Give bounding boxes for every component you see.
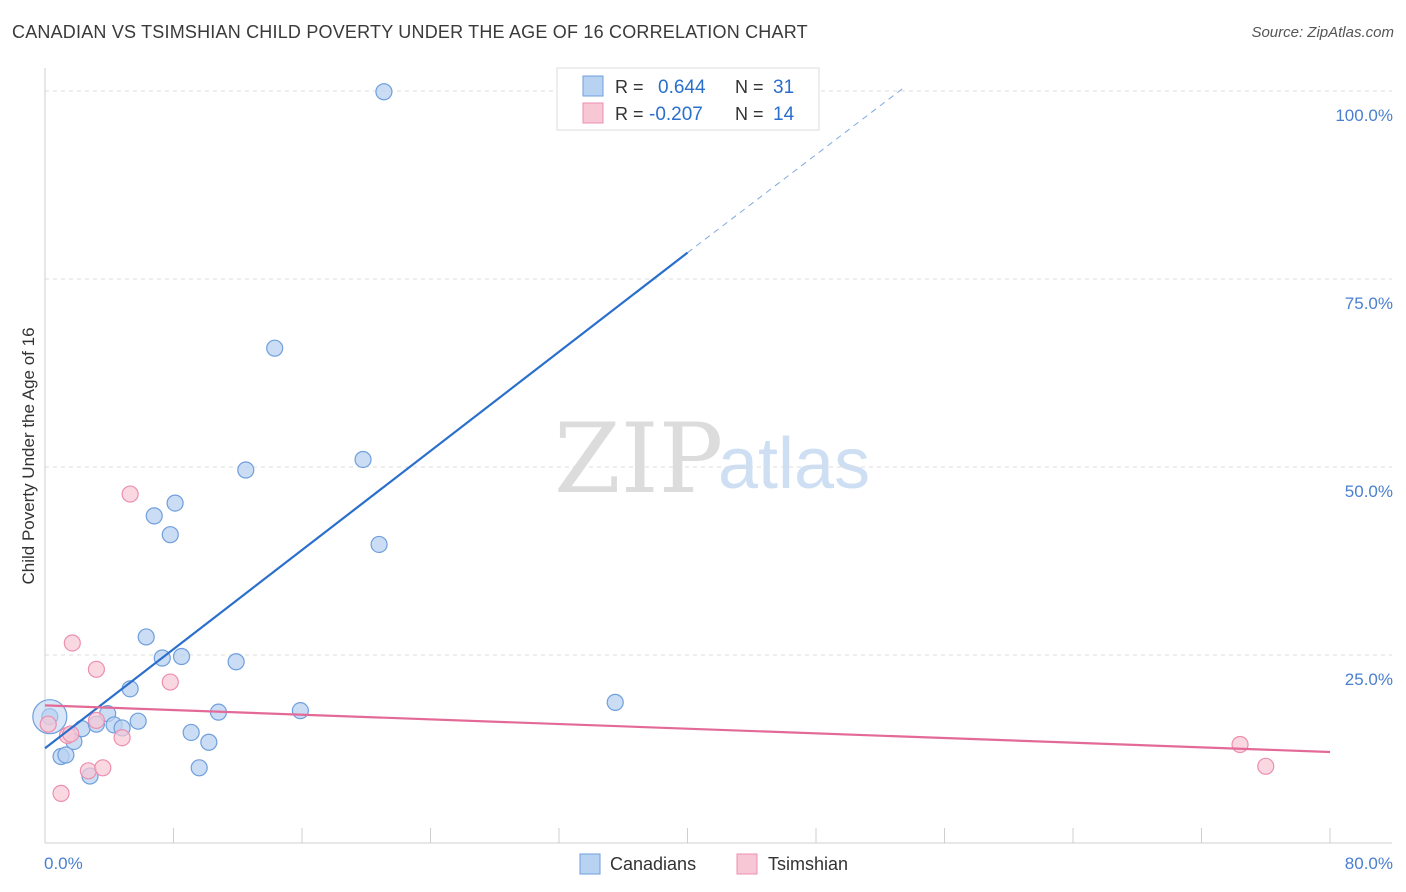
data-point-canadians [129, 712, 147, 730]
bottom-legend-swatch-canadians [579, 853, 601, 875]
watermark-zip: ZIP [554, 403, 723, 515]
data-point-tsimshian [87, 711, 106, 730]
trend-line-canadians-extension [687, 86, 905, 254]
data-point-tsimshian [39, 715, 57, 733]
data-point-tsimshian [113, 729, 131, 747]
data-point-canadians [375, 83, 393, 101]
bottom-legend-swatch-tsimshian [736, 853, 758, 875]
data-point-canadians [237, 461, 255, 479]
data-point-canadians [200, 733, 218, 751]
data-point-canadians [354, 450, 372, 469]
legend-r-label: R = [615, 104, 644, 124]
stats-legend: R = 0.644 N = 31 R = -0.207 N = 14 [556, 67, 820, 131]
legend-swatch-tsimshian [582, 102, 604, 124]
bottom-legend-label-canadians: Canadians [610, 854, 696, 874]
data-point-canadians [266, 339, 284, 357]
data-point-tsimshian [94, 759, 112, 777]
data-point-canadians [182, 723, 200, 742]
series-legend: Canadians Tsimshian [579, 853, 848, 875]
series-tsimshian-points [39, 485, 1275, 802]
trend-lines [44, 86, 1331, 754]
data-point-canadians [161, 526, 179, 544]
y-tick-labels: 25.0% 50.0% 75.0% 100.0% [1335, 106, 1393, 689]
legend-n-label: N = [735, 104, 764, 124]
legend-n-value: 31 [773, 77, 794, 98]
data-point-tsimshian [1257, 757, 1275, 775]
data-point-canadians [606, 693, 624, 711]
gridlines [45, 90, 1392, 656]
data-point-canadians [370, 535, 388, 554]
legend-r-value: 0.644 [658, 77, 706, 98]
data-point-canadians [291, 702, 309, 720]
data-point-tsimshian [52, 784, 70, 802]
data-point-canadians [227, 653, 245, 671]
data-point-canadians [190, 759, 208, 777]
data-point-canadians [145, 507, 163, 525]
chart-title: CANADIAN VS TSIMSHIAN CHILD POVERTY UNDE… [12, 22, 808, 42]
legend-n-label: N = [735, 77, 764, 97]
watermark-atlas: atlas [718, 424, 870, 504]
trend-line-canadians [44, 251, 689, 750]
data-point-tsimshian [63, 634, 81, 652]
data-point-canadians [166, 494, 184, 512]
legend-r-value: -0.207 [649, 104, 703, 125]
y-tick-label: 50.0% [1345, 482, 1393, 501]
x-tick-label-max: 80.0% [1345, 854, 1393, 873]
data-point-tsimshian [1231, 735, 1249, 754]
trend-line-tsimshian [44, 704, 1331, 754]
x-tick-label-min: 0.0% [44, 854, 83, 873]
bottom-legend-label-tsimshian: Tsimshian [768, 854, 848, 874]
data-point-canadians [137, 628, 155, 646]
data-point-tsimshian [161, 673, 179, 691]
data-point-tsimshian [121, 485, 139, 503]
watermark: ZIP atlas [554, 403, 870, 515]
y-tick-label: 100.0% [1335, 106, 1393, 125]
y-tick-label: 25.0% [1345, 670, 1393, 689]
y-tick-label: 75.0% [1345, 294, 1393, 313]
data-point-canadians [172, 647, 191, 666]
y-axis-label: Child Poverty Under the Age of 16 [19, 327, 38, 584]
data-point-tsimshian [87, 660, 106, 678]
data-point-tsimshian [79, 762, 97, 780]
legend-r-label: R = [615, 77, 644, 97]
legend-swatch-canadians [582, 75, 604, 97]
chart-source: Source: ZipAtlas.com [1251, 24, 1394, 41]
x-ticks [44, 828, 1331, 843]
data-point-canadians [57, 746, 75, 764]
legend-n-value: 14 [773, 104, 795, 125]
